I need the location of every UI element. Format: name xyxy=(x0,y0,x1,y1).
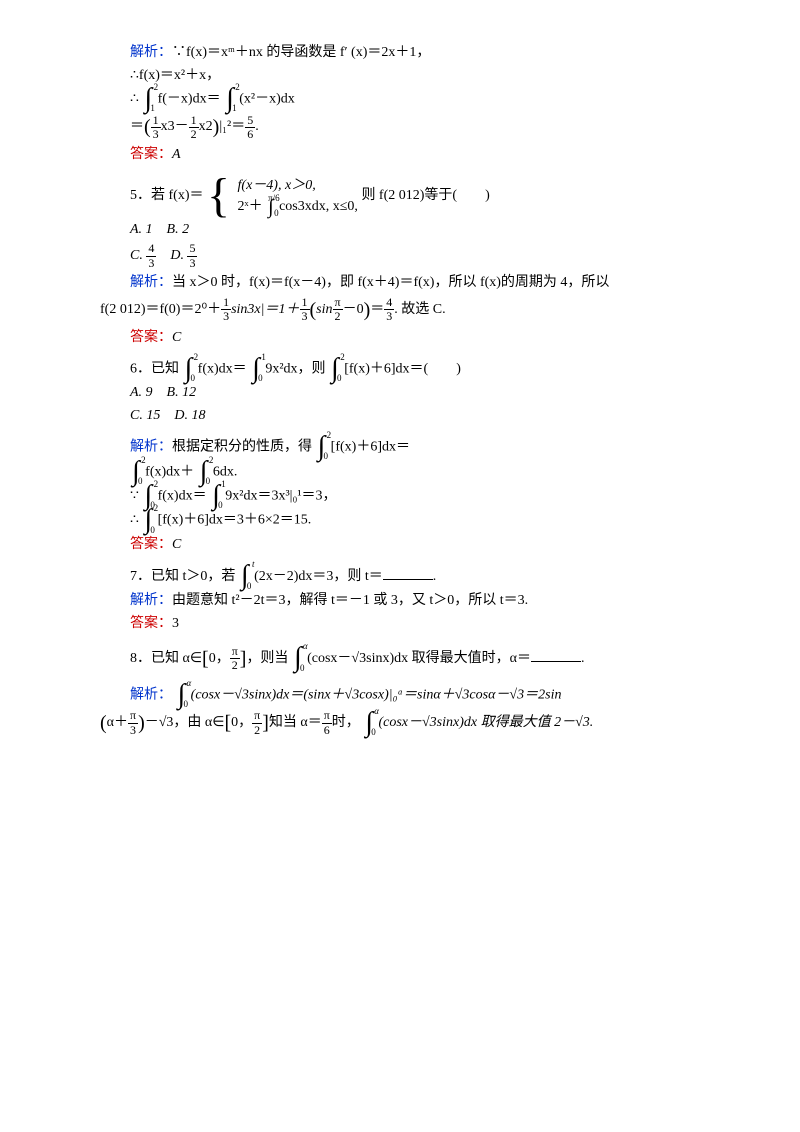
integral-icon: ∫π/60 xyxy=(268,199,273,215)
q6-sol-line3: ∵ ∫20 f(x)dx＝ ∫10 9x²dx＝3x³|₀¹＝3， xyxy=(100,485,740,507)
q4-sol-line2: ∴f(x)＝x²＋x， xyxy=(100,65,740,86)
q8-stem: 8．已知 α∈[0，π2]，则当 ∫α0 (cosx－√3sinx)dx 取得最… xyxy=(100,644,740,674)
integral-icon: ∫α0 xyxy=(365,712,373,734)
brace-icon: { xyxy=(207,182,230,211)
q6-sol-line2: ∫20 f(x)dx＋ ∫20 6dx. xyxy=(100,461,740,483)
integral-icon: ∫20 xyxy=(318,436,326,458)
label-solution: 解析： xyxy=(130,440,172,455)
q6-stem: 6．已知 ∫20 f(x)dx＝ ∫10 9x²dx，则 ∫20 [f(x)＋6… xyxy=(100,358,740,380)
integral-icon: ∫20 xyxy=(185,358,193,380)
q5-options-ab: A. 1 B. 2 xyxy=(100,219,740,240)
integral-icon: ∫21 xyxy=(226,88,234,110)
integral-icon: ∫20 xyxy=(331,358,339,380)
q6-options-cd: C. 15 D. 18 xyxy=(100,405,740,426)
integral-icon: ∫21 xyxy=(144,88,152,110)
q4-sol-line1: 解析：∵f(x)＝xᵐ＋nx 的导函数是 f′ (x)＝2x＋1， xyxy=(100,42,740,63)
q8-sol-line2: (α＋π3)－√3，由 α∈[0，π2]知当 α＝π6时， ∫α0 (cosx－… xyxy=(100,708,740,738)
integral-icon: ∫10 xyxy=(212,485,220,507)
q8-sol-line1: 解析： ∫α0 (cosx－√3sinx)dx＝(sinx＋√3cosx)|₀ᵅ… xyxy=(100,684,740,706)
label-answer: 答案： xyxy=(130,330,172,345)
q5-options-cd: C. 43 D. 53 xyxy=(100,242,740,269)
label-solution: 解析： xyxy=(130,593,172,608)
q6-answer: 答案：C xyxy=(100,534,740,555)
q7-sol: 解析：由题意知 t²－2t＝3，解得 t＝－1 或 3，又 t＞0，所以 t＝3… xyxy=(100,590,740,611)
label-solution: 解析： xyxy=(130,275,172,290)
q5-sol-line2: f(2 012)＝f(0)＝2⁰＋13sin3x|＝1＋13(sinπ2－0)＝… xyxy=(100,295,740,325)
integral-icon: ∫20 xyxy=(144,509,152,531)
integral-icon: ∫α0 xyxy=(178,684,186,706)
q5-sol-line1: 解析：当 x＞0 时，f(x)＝f(x－4)，即 f(x＋4)＝f(x)，所以 … xyxy=(100,272,740,293)
document-page: 解析：∵f(x)＝xᵐ＋nx 的导函数是 f′ (x)＝2x＋1， ∴f(x)＝… xyxy=(0,0,800,780)
q6-options-ab: A. 9 B. 12 xyxy=(100,382,740,403)
q4-sol-line3: ∴ ∫21 f(－x)dx＝ ∫21 (x²－x)dx xyxy=(100,88,740,110)
integral-icon: ∫20 xyxy=(132,461,140,483)
label-answer: 答案： xyxy=(130,616,172,631)
integral-icon: ∫20 xyxy=(200,461,208,483)
fill-blank xyxy=(383,565,433,580)
label-answer: 答案： xyxy=(130,147,172,162)
q5-stem: 5．若 f(x)＝ { f(x－4), x＞0, 2ˣ＋ ∫π/60 cos3x… xyxy=(100,175,740,217)
integral-icon: ∫t0 xyxy=(241,565,249,587)
q6-sol-line1: 解析：根据定积分的性质，得 ∫20 [f(x)＋6]dx＝ xyxy=(100,436,740,458)
integral-icon: ∫10 xyxy=(252,358,260,380)
q7-stem: 7．已知 t＞0，若 ∫t0 (2x－2)dx＝3，则 t＝. xyxy=(100,565,740,588)
q7-answer: 答案：3 xyxy=(100,613,740,634)
piecewise-cases: f(x－4), x＞0, 2ˣ＋ ∫π/60 cos3xdx, x≤0, xyxy=(238,175,358,217)
integral-icon: ∫α0 xyxy=(294,647,302,669)
q4-sol-line4: ＝(13x3－12x2)|₁²＝56. xyxy=(100,112,740,142)
label-solution: 解析： xyxy=(130,45,172,60)
q6-sol-line4: ∴ ∫20 [f(x)＋6]dx＝3＋6×2＝15. xyxy=(100,509,740,531)
label-solution: 解析： xyxy=(130,687,172,702)
q5-answer: 答案：C xyxy=(100,327,740,348)
q4-answer: 答案：A xyxy=(100,144,740,165)
fill-blank xyxy=(531,647,581,662)
label-answer: 答案： xyxy=(130,537,172,552)
